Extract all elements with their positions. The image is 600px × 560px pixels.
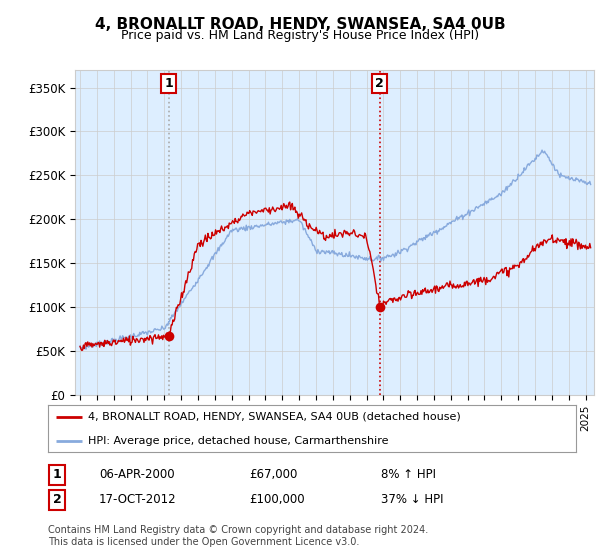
Text: 37% ↓ HPI: 37% ↓ HPI	[381, 493, 443, 506]
Text: HPI: Average price, detached house, Carmarthenshire: HPI: Average price, detached house, Carm…	[88, 436, 388, 446]
Text: £100,000: £100,000	[249, 493, 305, 506]
Text: 4, BRONALLT ROAD, HENDY, SWANSEA, SA4 0UB (detached house): 4, BRONALLT ROAD, HENDY, SWANSEA, SA4 0U…	[88, 412, 460, 422]
Text: Price paid vs. HM Land Registry's House Price Index (HPI): Price paid vs. HM Land Registry's House …	[121, 29, 479, 42]
Text: 2: 2	[376, 77, 384, 90]
Text: 1: 1	[53, 468, 61, 482]
Text: 17-OCT-2012: 17-OCT-2012	[99, 493, 176, 506]
Text: 4, BRONALLT ROAD, HENDY, SWANSEA, SA4 0UB: 4, BRONALLT ROAD, HENDY, SWANSEA, SA4 0U…	[95, 17, 505, 32]
Text: Contains HM Land Registry data © Crown copyright and database right 2024.
This d: Contains HM Land Registry data © Crown c…	[48, 525, 428, 547]
Text: 8% ↑ HPI: 8% ↑ HPI	[381, 468, 436, 482]
Text: £67,000: £67,000	[249, 468, 298, 482]
Text: 1: 1	[164, 77, 173, 90]
Text: 2: 2	[53, 493, 61, 506]
Text: 06-APR-2000: 06-APR-2000	[99, 468, 175, 482]
